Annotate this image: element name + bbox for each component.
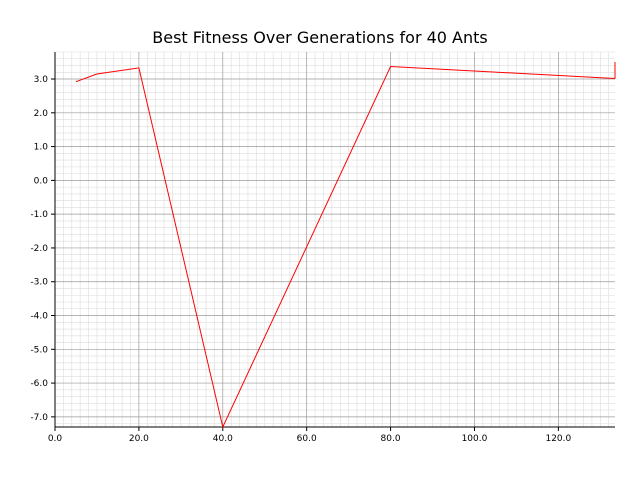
x-tick-label: 80.0 — [381, 434, 401, 444]
grid — [55, 51, 615, 427]
y-tick-label: -5.0 — [30, 345, 48, 355]
y-tick-label: -4.0 — [30, 312, 48, 322]
ticks: 0.0 20.0 40.0 60.0 80.0 100.0 120.0 3.0 2.0 1.0 0.… — [30, 75, 571, 444]
series-group — [75, 62, 616, 429]
y-tick-label: 3.0 — [34, 75, 49, 85]
y-tick-label: 1.0 — [34, 143, 49, 153]
y-tick-label: 2.0 — [34, 109, 49, 119]
y-tick-label: -2.0 — [30, 244, 48, 254]
y-tick-label: -6.0 — [30, 379, 48, 389]
y-tick-label: -1.0 — [30, 210, 48, 220]
y-tick-label: -3.0 — [30, 278, 48, 288]
y-tick-label: 0.0 — [34, 176, 49, 186]
chart-title: Best Fitness Over Generations for 40 Ant… — [152, 28, 488, 47]
series-line — [75, 62, 616, 429]
x-tick-label: 0.0 — [48, 434, 63, 444]
x-tick-label: 20.0 — [129, 434, 149, 444]
axes — [54, 52, 615, 428]
y-tick-label: -7.0 — [30, 413, 48, 423]
x-tick-label: 100.0 — [462, 434, 488, 444]
x-tick-label: 60.0 — [297, 434, 317, 444]
x-tick-label: 40.0 — [213, 434, 233, 444]
x-tick-label: 120.0 — [545, 434, 571, 444]
